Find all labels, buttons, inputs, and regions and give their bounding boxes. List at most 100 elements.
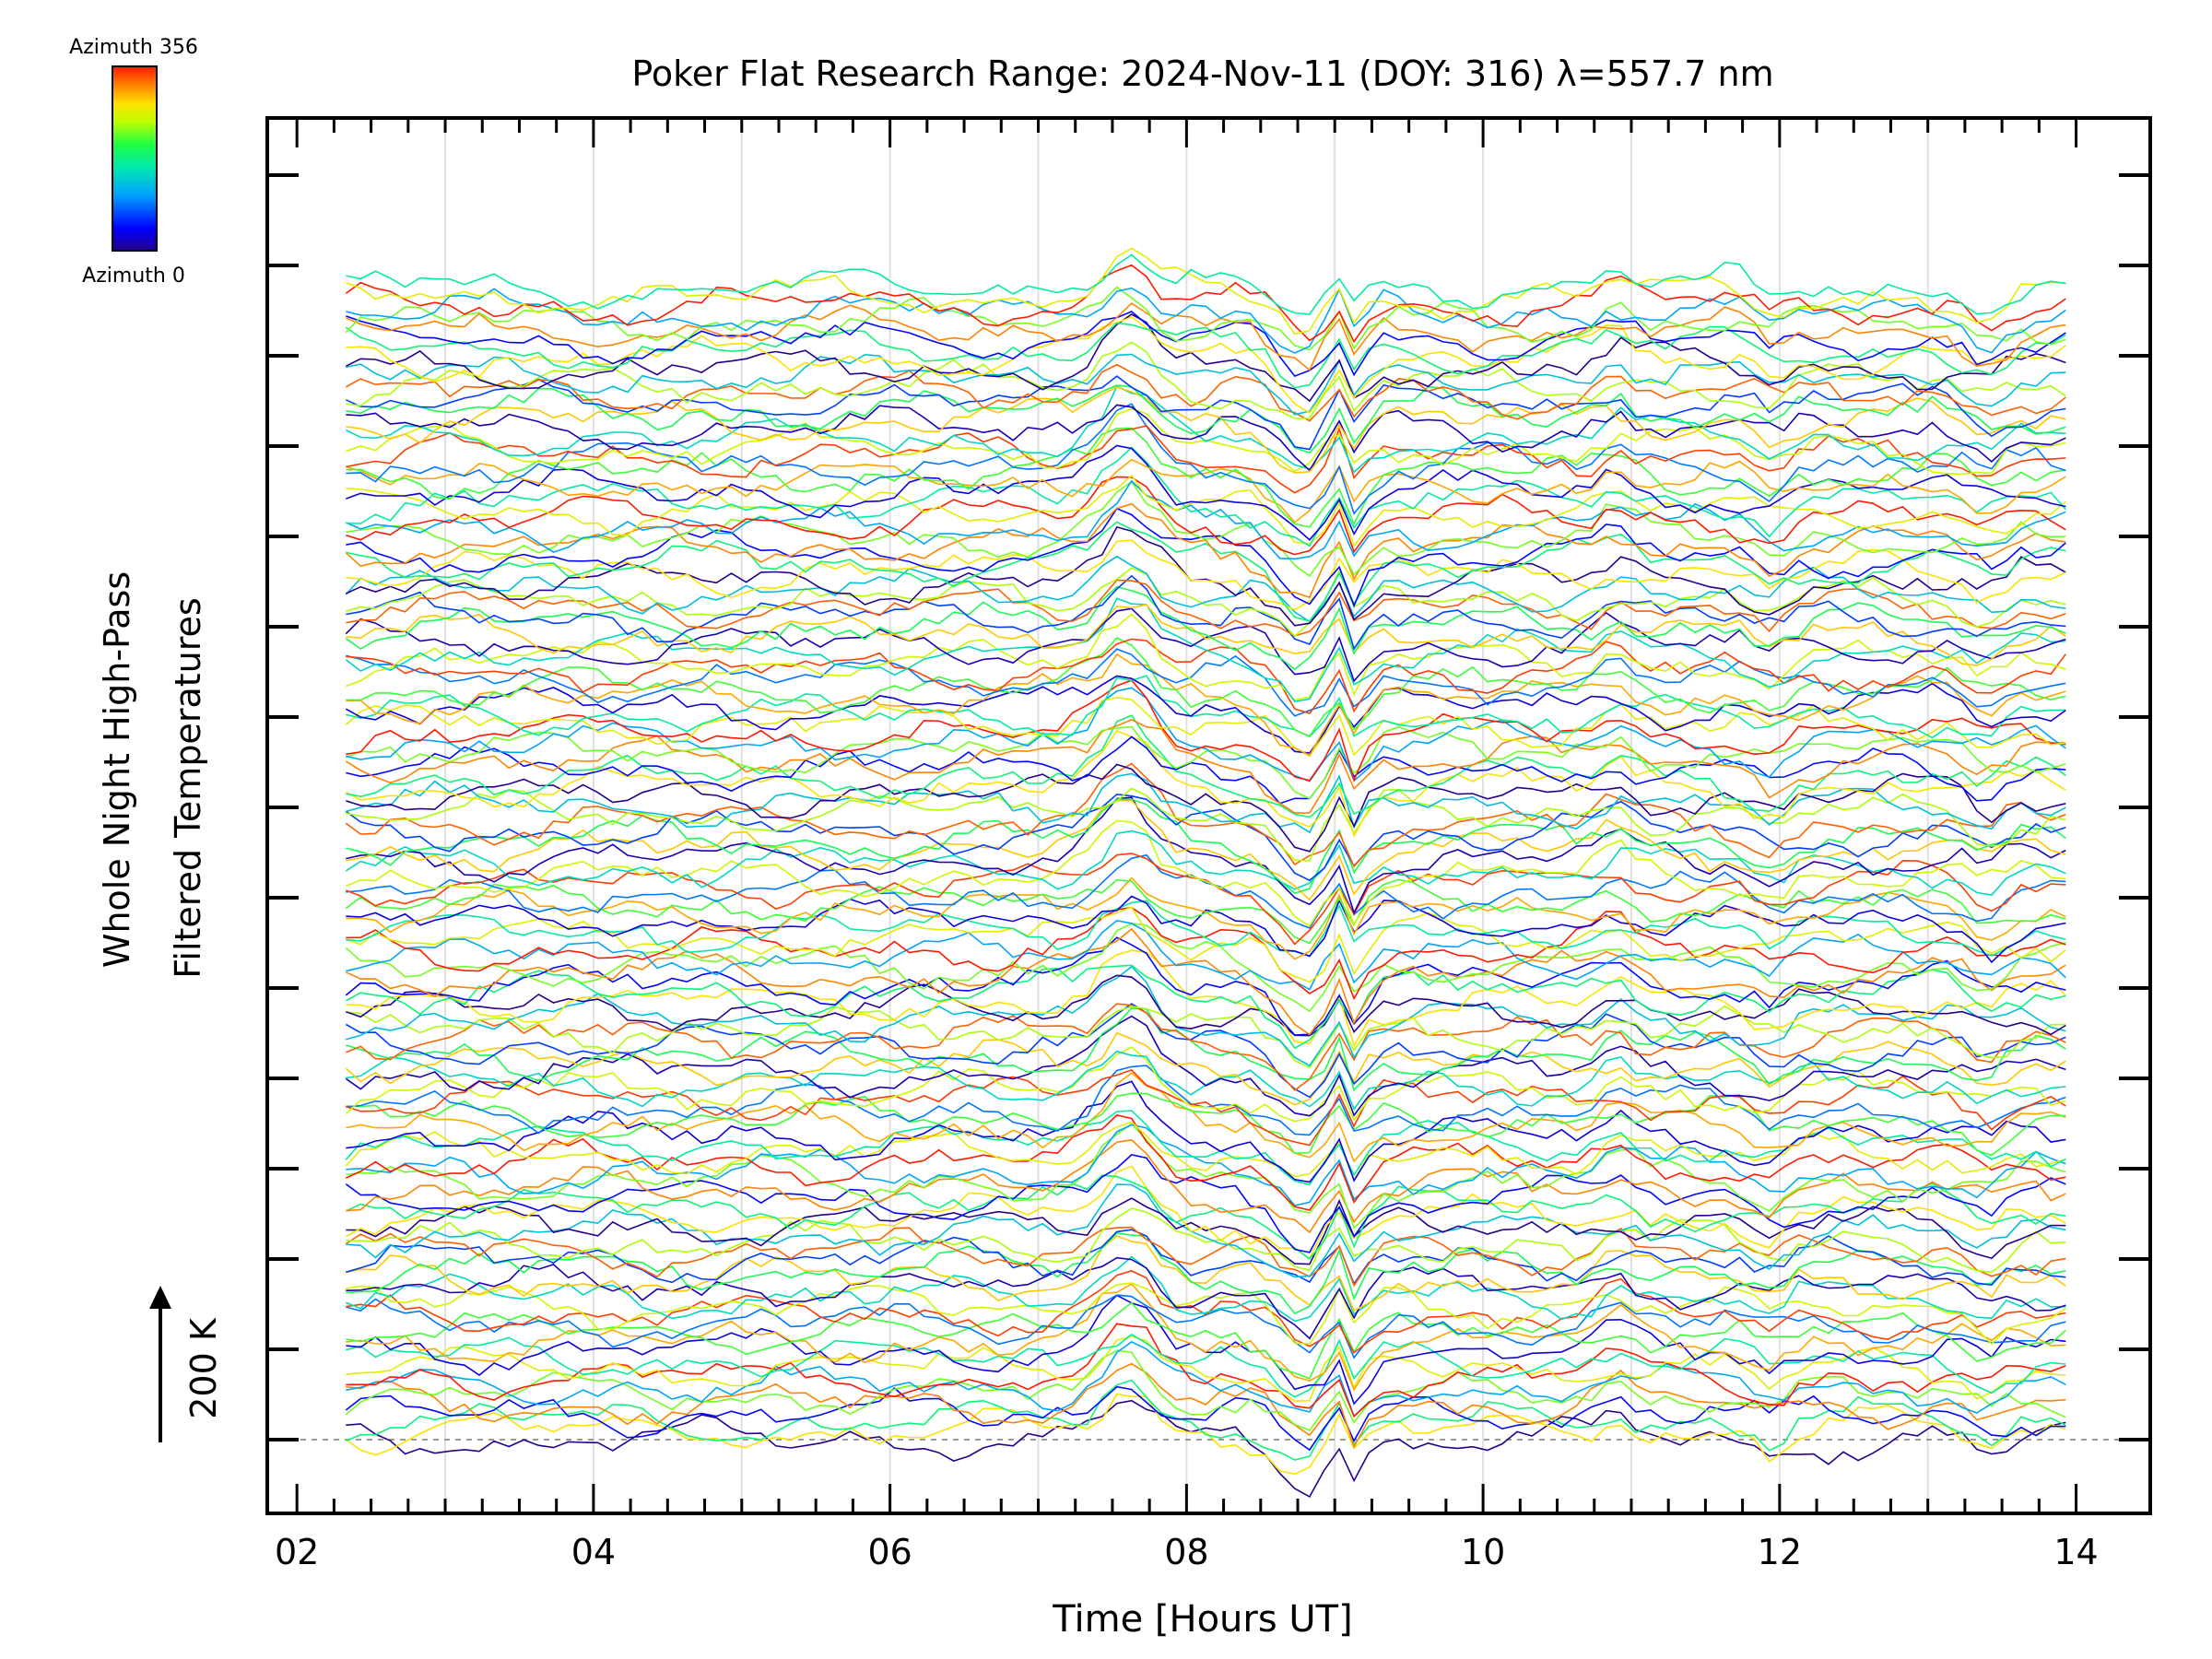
x-axis-label: Time [Hours UT] [1052, 1598, 1352, 1641]
plot-area: 02 04 06 08 10 12 14 [265, 116, 2152, 1572]
series-line [346, 1301, 2066, 1380]
series-line [346, 407, 2066, 476]
series-line [345, 730, 2066, 838]
series-line [346, 974, 2066, 1037]
series-line [346, 1333, 2066, 1398]
series-line [346, 579, 2066, 637]
series-line [346, 341, 2066, 419]
series-line [345, 313, 2066, 403]
y-axis-label-line2: Filtered Temperatures [168, 597, 208, 978]
series-line [346, 1006, 2066, 1092]
series-line [346, 1229, 2066, 1287]
series-line [346, 404, 2066, 472]
series-line [346, 906, 2066, 1001]
series-line [345, 607, 2066, 683]
series-line [346, 384, 2066, 454]
series-line [346, 507, 2066, 608]
series-line [345, 479, 2066, 560]
series-line [345, 878, 2066, 945]
series-line [345, 1165, 2066, 1260]
series-line [345, 1174, 2066, 1260]
series-line [345, 1349, 2066, 1431]
series-line [345, 363, 2066, 422]
series-line [345, 302, 2066, 371]
series-line [346, 895, 2066, 964]
series-line [346, 474, 2066, 547]
series-line [346, 798, 2066, 894]
series-line [346, 521, 2066, 622]
chart-title: Poker Flat Research Range: 2024-Nov-11 (… [631, 53, 1773, 94]
series-line [346, 763, 2066, 853]
series-line [345, 1003, 2066, 1091]
x-tick-label: 06 [867, 1532, 912, 1572]
series-line [346, 735, 2066, 805]
scale-label: 200 K [183, 1317, 224, 1419]
series-line [345, 1226, 2066, 1288]
series-line [346, 1340, 2066, 1418]
series-line [345, 525, 2066, 627]
series-line [346, 1197, 2066, 1265]
series-line [345, 555, 2066, 623]
series-line [345, 385, 2066, 474]
series-line [346, 787, 2066, 862]
series-line [346, 427, 2066, 528]
x-tick-label: 08 [1164, 1532, 1208, 1572]
x-tick-label: 10 [1461, 1532, 1505, 1572]
series-line [345, 719, 2066, 814]
series-line [346, 446, 2066, 547]
plot-frame [265, 116, 2152, 1515]
series-line [346, 653, 2066, 757]
series-line [346, 1068, 2066, 1147]
series-line [346, 1282, 2066, 1392]
series-line [345, 923, 2066, 1013]
series-line [345, 1003, 2066, 1099]
series-line [346, 965, 2066, 1067]
series-line [345, 1379, 2066, 1461]
series-line [346, 480, 2066, 578]
series-line [345, 793, 2066, 882]
scale-arrow: 200 K [149, 1286, 224, 1442]
series-line [346, 1255, 2066, 1323]
series-line [346, 877, 2066, 960]
series-line [346, 772, 2066, 834]
series-line [345, 264, 2066, 344]
series-line [346, 444, 2066, 541]
series-line [346, 1080, 2066, 1183]
series-line [346, 1092, 2066, 1157]
series-line [346, 287, 2066, 354]
y-axis-label-line1: Whole Night High-Pass [97, 571, 137, 968]
series-line [345, 675, 2066, 754]
series-group [345, 247, 2066, 1498]
x-tick-label: 14 [2053, 1532, 2098, 1572]
series-line [346, 613, 2066, 701]
series-line [346, 425, 2066, 494]
series-line [346, 567, 2066, 638]
series-line [346, 1282, 2066, 1346]
series-line [346, 1123, 2066, 1230]
series-line [345, 375, 2066, 451]
colorbar-bottom-label: Azimuth 0 [82, 265, 185, 288]
series-line [346, 648, 2066, 717]
series-line [346, 476, 2066, 556]
series-line [346, 675, 2066, 739]
series-line [345, 1154, 2066, 1253]
series-line [346, 1072, 2066, 1163]
series-line [346, 1005, 2066, 1069]
series-line [346, 796, 2066, 915]
series-line [346, 604, 2066, 666]
axis-ticks [267, 118, 2150, 1513]
series-line [346, 1232, 2066, 1315]
series-line [346, 679, 2066, 782]
x-tick-label: 02 [275, 1532, 319, 1572]
colorbar: Azimuth 356 Azimuth 0 [69, 36, 198, 288]
series-line [345, 936, 2066, 1036]
series-line [346, 539, 2066, 611]
series-line [346, 687, 2066, 782]
series-line [346, 637, 2066, 737]
series-line [346, 386, 2066, 474]
series-line [346, 714, 2066, 818]
x-tick-label: 04 [571, 1532, 616, 1572]
series-line [346, 1362, 2066, 1449]
series-line [345, 830, 2066, 896]
